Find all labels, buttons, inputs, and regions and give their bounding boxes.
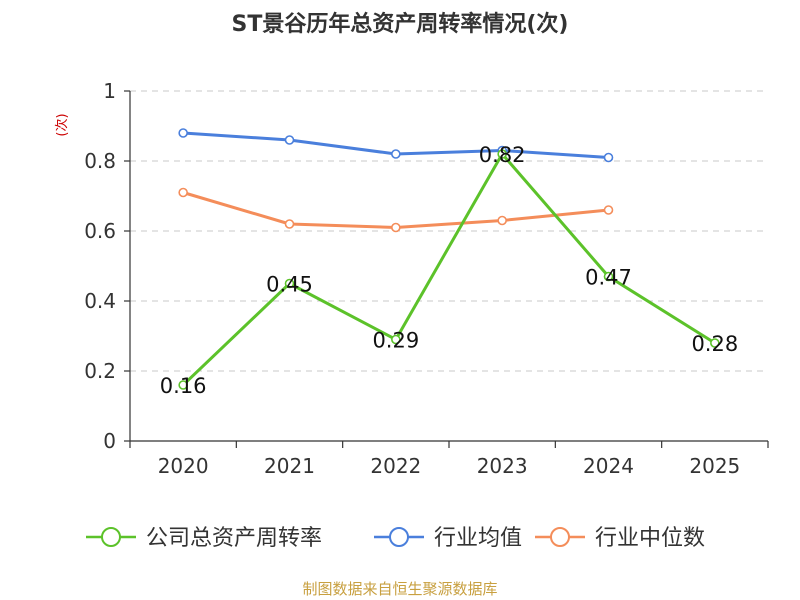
data-point xyxy=(603,271,614,282)
data-label: 0.29 xyxy=(372,329,419,353)
y-tick-label: 0.2 xyxy=(84,359,116,383)
series-group xyxy=(178,128,720,390)
legend-label: 行业均值 xyxy=(434,526,522,551)
x-tick-label: 2025 xyxy=(689,454,740,478)
legend-marker xyxy=(550,527,570,547)
x-tick-label: 2020 xyxy=(158,454,209,478)
legend: 公司总资产周转率 行业均值 行业中位数 xyxy=(86,526,705,551)
x-tick-label: 2022 xyxy=(370,454,421,478)
data-label: 0.82 xyxy=(479,143,526,167)
y-tick-label: 0.6 xyxy=(84,219,116,243)
x-ticks: 2020 2021 2022 2023 2024 2025 xyxy=(129,441,769,478)
data-label: 0.45 xyxy=(266,273,313,297)
data-point xyxy=(710,338,720,348)
data-point xyxy=(284,135,295,145)
data-point xyxy=(178,380,188,390)
data-label: 0.16 xyxy=(160,374,207,398)
x-tick-label: 2021 xyxy=(264,454,315,478)
data-point xyxy=(497,215,507,226)
legend-marker xyxy=(389,527,409,547)
chart-title: ST景谷历年总资产周转率情况(次) xyxy=(232,11,569,37)
x-tick-label: 2023 xyxy=(477,454,528,478)
data-point xyxy=(391,334,401,345)
data-point xyxy=(284,278,295,289)
y-tick-label: 0 xyxy=(103,429,116,453)
data-point xyxy=(497,149,507,159)
data-label: 0.47 xyxy=(585,266,632,290)
axes xyxy=(129,91,768,442)
y-tick-label: 1 xyxy=(103,79,116,103)
data-point xyxy=(603,205,614,215)
data-point xyxy=(178,128,188,138)
data-point xyxy=(178,187,188,198)
data-point xyxy=(391,222,401,233)
series-line xyxy=(182,191,609,229)
data-point xyxy=(284,219,295,229)
series-line xyxy=(182,152,716,387)
legend-label: 公司总资产周转率 xyxy=(146,526,322,551)
legend-label: 行业中位数 xyxy=(595,526,705,551)
legend-marker xyxy=(101,527,121,547)
data-label: 0.28 xyxy=(691,332,738,356)
y-tick-label: 0.4 xyxy=(84,289,116,313)
data-point xyxy=(603,152,614,163)
source-note: 制图数据来自恒生聚源数据库 xyxy=(302,580,497,598)
grid-lines xyxy=(130,90,768,372)
data-point xyxy=(391,149,401,159)
x-tick-label: 2024 xyxy=(583,454,634,478)
data-labels: 0.16 0.45 0.29 0.82 0.47 0.28 xyxy=(160,143,738,398)
y-tick-label: 0.8 xyxy=(84,149,116,173)
y-ticks: 0 0.2 0.4 0.6 0.8 1 xyxy=(84,79,130,453)
y-axis-label: (次) xyxy=(54,113,70,136)
